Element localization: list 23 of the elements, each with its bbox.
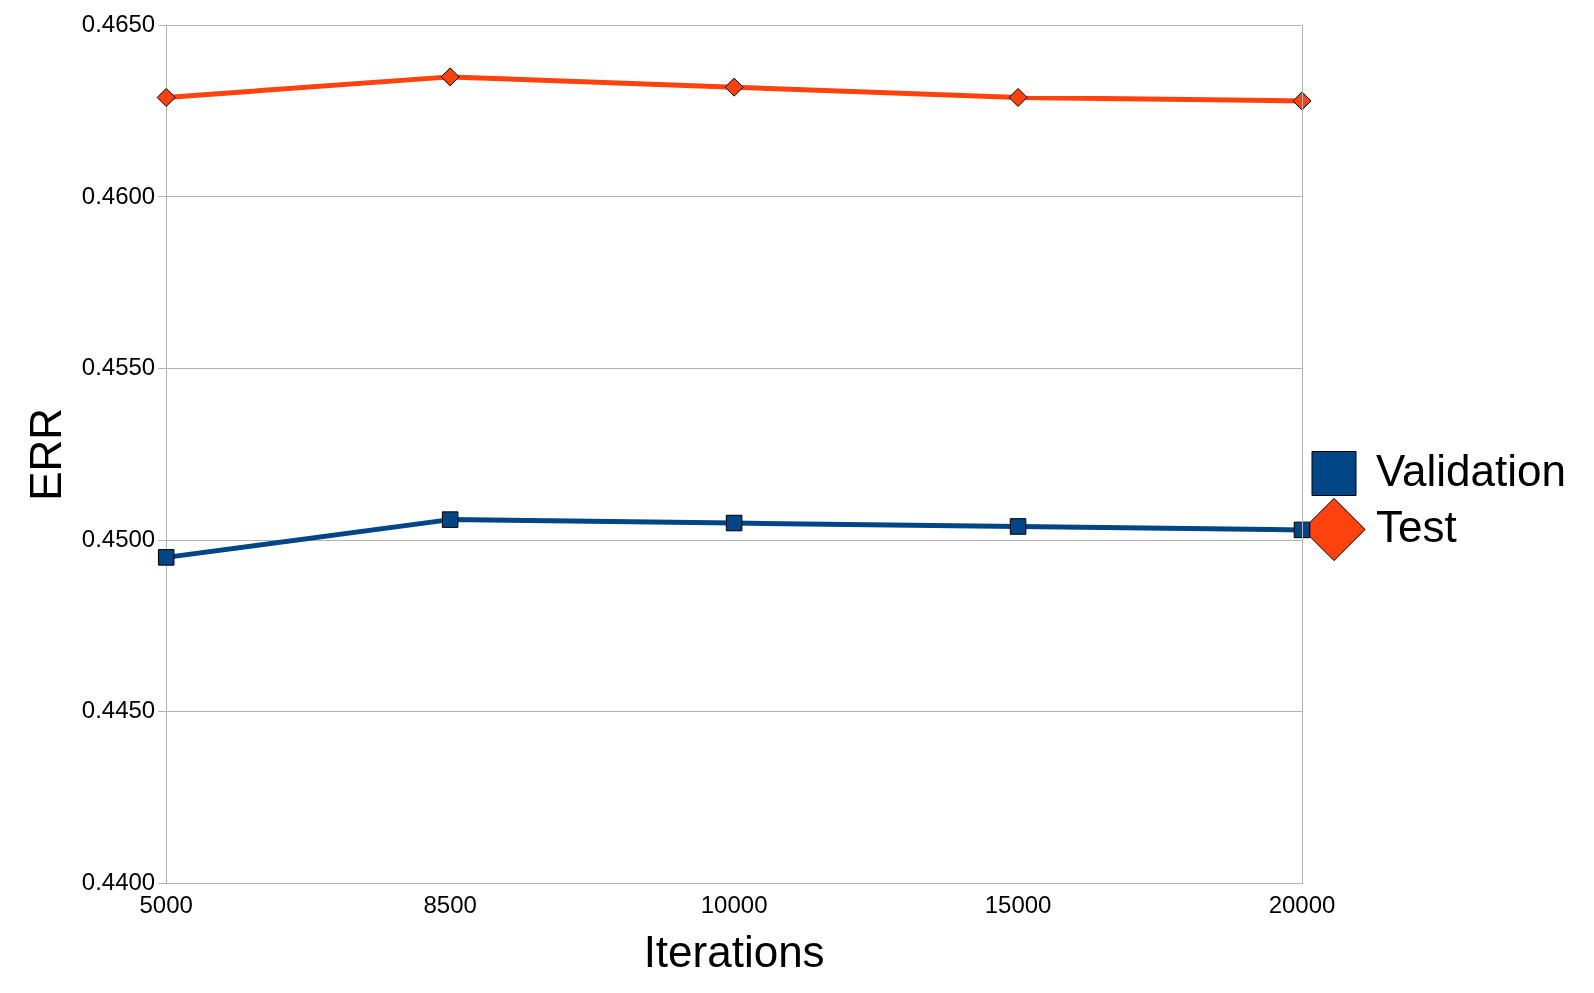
x-tick-label: 8500: [423, 891, 477, 919]
point: [1293, 521, 1311, 539]
x-tick-label: 10000: [700, 891, 768, 919]
legend-label: Test: [1376, 501, 1457, 551]
y-tick-label: 0.4600: [81, 181, 156, 209]
point: [441, 511, 459, 528]
point: [157, 549, 175, 566]
legend-label: Validation: [1376, 445, 1567, 495]
point: [1009, 518, 1027, 535]
point: [440, 67, 460, 87]
y-tick-label: 0.4550: [81, 353, 156, 381]
point: [1292, 91, 1312, 111]
x-axis-title: Iterations: [643, 926, 825, 976]
point: [156, 87, 176, 107]
point: [725, 514, 743, 532]
x-tick-label: 15000: [984, 891, 1052, 919]
point: [1008, 87, 1028, 107]
x-tick-label: 20000: [1268, 891, 1336, 919]
y-tick-label: 0.4450: [81, 696, 156, 724]
y-tick-label: 0.4650: [81, 10, 156, 38]
y-tick-label: 0.4500: [81, 524, 156, 552]
y-axis-title: ERR: [20, 407, 70, 501]
point: [724, 77, 744, 97]
